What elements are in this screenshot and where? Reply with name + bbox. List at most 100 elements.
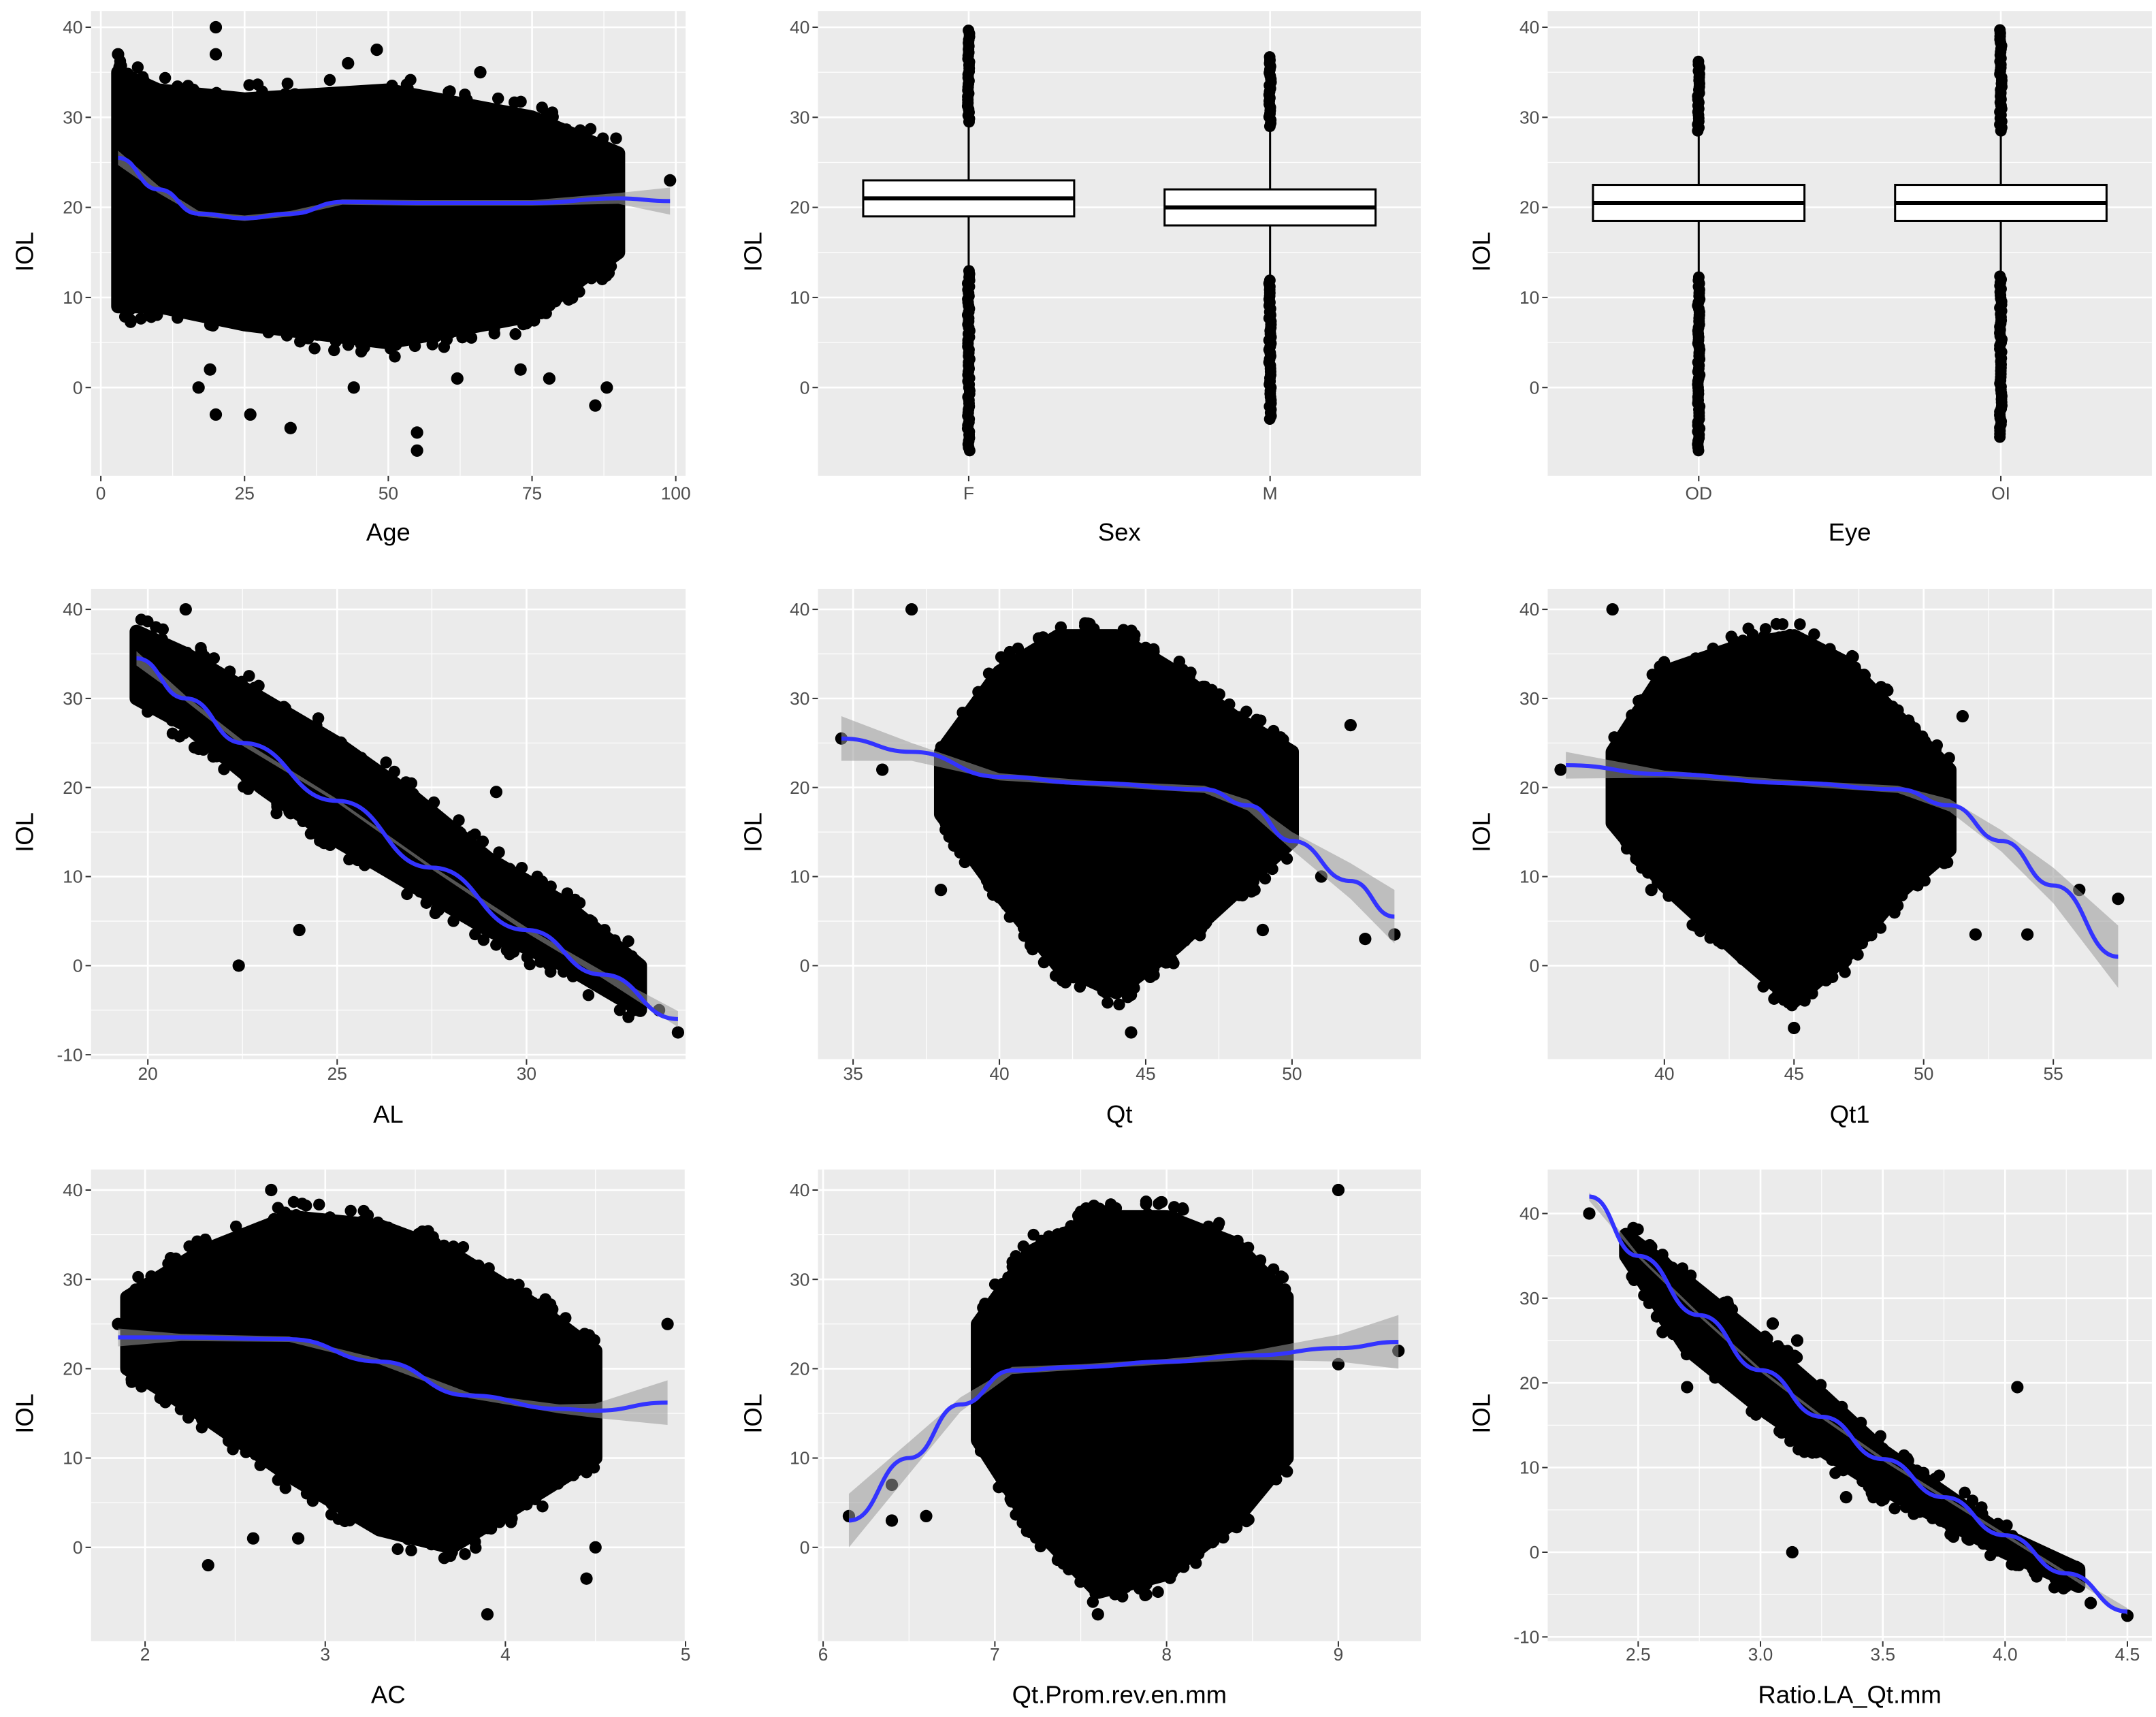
data-point — [1888, 1502, 1901, 1515]
data-point — [1966, 1494, 1979, 1507]
data-point — [493, 846, 505, 858]
data-point — [1278, 1283, 1291, 1296]
data-point — [475, 846, 487, 858]
data-point — [1230, 1521, 1243, 1534]
data-point — [566, 970, 579, 982]
outlier-point — [291, 1532, 305, 1545]
data-point — [420, 897, 432, 909]
data-point — [132, 1270, 144, 1283]
data-point — [1105, 1198, 1117, 1210]
data-point — [610, 989, 623, 1001]
data-point — [170, 1252, 182, 1265]
data-point — [1059, 976, 1072, 989]
outlier-point — [244, 408, 257, 421]
data-point — [244, 775, 256, 787]
y-tick-label: 0 — [800, 1537, 810, 1558]
outlier-point — [1692, 271, 1705, 283]
data-point — [469, 928, 481, 941]
outlier-point — [2021, 928, 2034, 941]
data-point — [279, 1482, 292, 1494]
y-tick-label: -10 — [1513, 1626, 1539, 1647]
data-point — [948, 727, 961, 739]
data-point — [300, 1488, 313, 1500]
outlier-point — [192, 381, 205, 394]
y-tick-label: 40 — [790, 1180, 809, 1200]
data-point — [584, 123, 597, 135]
outlier-point — [1332, 1183, 1345, 1197]
data-point — [412, 1534, 425, 1547]
outlier-point — [664, 174, 677, 187]
data-point — [1967, 1524, 1979, 1537]
data-point — [1093, 632, 1106, 645]
outlier-point — [209, 48, 223, 61]
y-axis-title: IOL — [11, 1394, 39, 1434]
data-point — [375, 91, 387, 103]
data-point — [129, 1291, 142, 1304]
box-OD — [1592, 55, 1806, 457]
data-point — [252, 692, 264, 704]
data-point — [596, 273, 609, 285]
y-tick-label: 40 — [63, 17, 82, 37]
outlier-point — [451, 372, 464, 385]
data-point — [1984, 1549, 1997, 1562]
data-point — [586, 1457, 599, 1470]
data-point — [1006, 1255, 1018, 1268]
data-point — [1935, 1515, 1947, 1527]
data-point — [1713, 1304, 1725, 1316]
data-point — [447, 915, 460, 927]
data-point — [1147, 962, 1160, 975]
confidence-band — [848, 1315, 1399, 1547]
data-point — [943, 831, 956, 843]
panel-sex: 0 10 20 30 40 F M Sex IOL — [739, 11, 1421, 546]
outlier-point — [589, 1541, 602, 1554]
data-point — [1832, 952, 1844, 965]
data-point — [579, 1328, 591, 1340]
x-tick-label: 2.5 — [1626, 1644, 1651, 1665]
data-point — [166, 714, 178, 726]
data-point — [1645, 1240, 1658, 1253]
data-point — [1844, 948, 1857, 960]
data-point — [1222, 708, 1234, 720]
data-point — [1185, 667, 1197, 679]
y-tick-label: 20 — [63, 197, 82, 218]
data-point — [1731, 643, 1743, 656]
data-point — [249, 1448, 261, 1461]
outlier-point — [209, 408, 223, 421]
outlier-point — [1681, 1381, 1694, 1394]
data-point — [168, 302, 181, 315]
smooth-line — [841, 736, 1395, 919]
data-point — [199, 654, 212, 667]
box-M — [1163, 51, 1377, 426]
data-points — [1554, 603, 2125, 1035]
data-point — [530, 882, 543, 895]
data-point — [1901, 1452, 1914, 1464]
data-point — [1933, 1469, 1946, 1481]
data-point — [438, 340, 451, 353]
x-axis-title: Age — [366, 518, 411, 546]
y-tick-label: 10 — [1519, 867, 1539, 887]
y-tick-label: 0 — [73, 955, 83, 976]
data-point — [1902, 873, 1914, 885]
data-point — [243, 79, 255, 91]
x-axis-title: Sex — [1098, 518, 1141, 546]
data-point — [293, 91, 306, 103]
data-point — [407, 788, 419, 800]
data-point — [1177, 1560, 1190, 1573]
y-tick-label: 10 — [63, 287, 82, 308]
data-point — [382, 1221, 395, 1234]
outlier-point — [2112, 893, 2125, 905]
outlier-point — [1956, 709, 1969, 723]
data-point — [384, 864, 396, 876]
data-point — [527, 1296, 539, 1309]
data-point — [1855, 678, 1868, 691]
data-point — [1677, 1274, 1689, 1287]
outlier-point — [1656, 1326, 1669, 1338]
y-tick-label: 30 — [1519, 107, 1539, 127]
data-point — [944, 736, 956, 748]
data-point — [370, 770, 383, 783]
data-point — [613, 1004, 626, 1016]
data-point — [1079, 1223, 1092, 1236]
data-point — [210, 750, 223, 763]
data-point — [261, 699, 274, 711]
data-point — [956, 707, 969, 719]
